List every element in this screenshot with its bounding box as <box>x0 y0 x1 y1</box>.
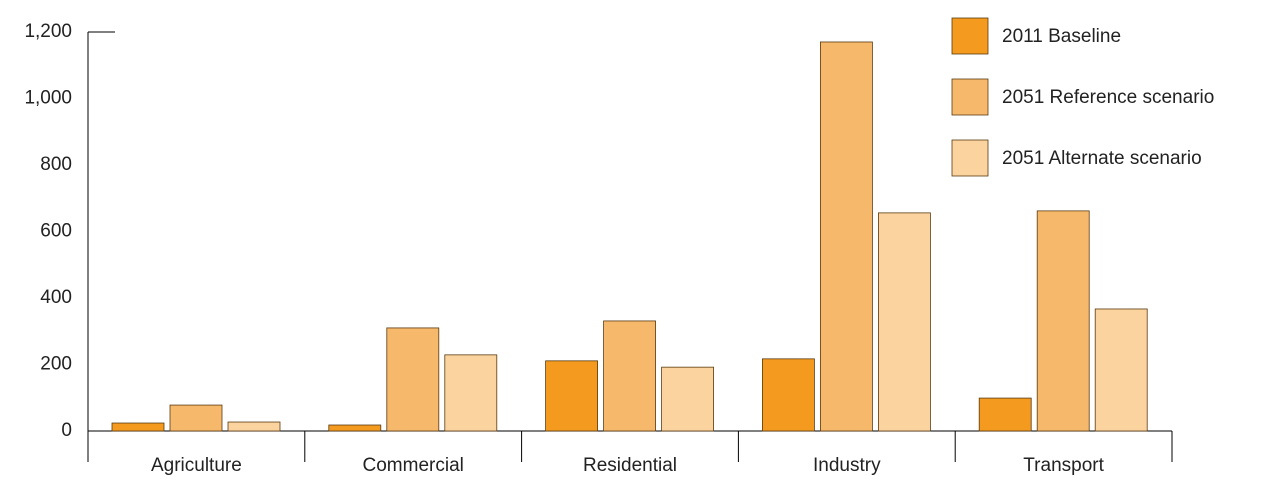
x-tick-label: Residential <box>583 455 677 475</box>
legend-swatch <box>951 78 989 116</box>
bar <box>603 320 656 432</box>
bar <box>878 212 931 432</box>
legend-swatch <box>951 139 989 177</box>
x-tick-label: Industry <box>813 455 881 475</box>
bar <box>545 360 598 432</box>
legend-label: 2051 Alternate scenario <box>1002 148 1202 169</box>
bar <box>1036 210 1090 432</box>
bar <box>1094 308 1148 432</box>
bar <box>820 41 873 432</box>
legend-swatch <box>951 17 989 55</box>
y-tick-label: 800 <box>40 154 72 175</box>
bar <box>762 358 815 432</box>
bar <box>386 327 440 432</box>
bar <box>661 366 714 432</box>
y-tick-label: 1,000 <box>24 88 72 109</box>
x-tick-label: Agriculture <box>151 455 242 475</box>
y-tick-label: 1,200 <box>24 21 72 42</box>
legend-label: 2011 Baseline <box>1002 26 1121 47</box>
y-tick-label: 400 <box>40 287 72 308</box>
y-tick-label: 0 <box>61 420 72 441</box>
y-tick-label: 200 <box>40 354 72 375</box>
y-tick-label: 600 <box>40 221 72 242</box>
bar <box>444 354 498 432</box>
bar <box>169 404 223 432</box>
legend-label: 2051 Reference scenario <box>1002 87 1214 108</box>
bar <box>978 397 1032 432</box>
bar <box>227 421 281 432</box>
bar <box>328 424 382 432</box>
bar <box>111 422 165 432</box>
x-tick-label: Commercial <box>363 455 464 475</box>
x-tick-label: Transport <box>1023 455 1104 475</box>
